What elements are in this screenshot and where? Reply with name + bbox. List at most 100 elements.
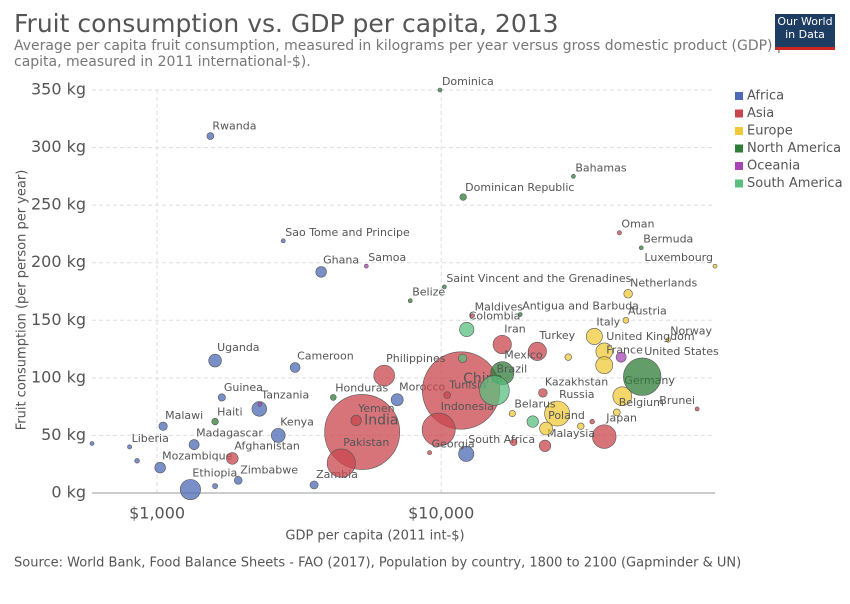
y-tick-label: 350 kg — [31, 80, 86, 99]
bubble — [492, 334, 512, 354]
bubble — [309, 480, 319, 490]
point-label: Zimbabwe — [240, 463, 298, 476]
x-tick-label: $10,000 — [408, 504, 474, 523]
point-label: Bahamas — [575, 161, 626, 174]
bubble — [158, 421, 168, 431]
chart-title: Fruit consumption vs. GDP per capita, 20… — [14, 9, 559, 38]
bubble — [251, 401, 267, 417]
point-label: Uganda — [217, 341, 259, 354]
point-label: Russia — [559, 388, 594, 401]
bubble — [623, 289, 633, 299]
legend-swatch — [735, 92, 743, 100]
point-label: Norway — [670, 325, 712, 338]
point-label: Bermuda — [643, 233, 693, 246]
bubble — [271, 428, 286, 443]
bubble — [212, 483, 218, 489]
legend-label: Europe — [747, 124, 793, 139]
bubble — [326, 448, 356, 478]
bubble — [364, 263, 369, 269]
point-label: Georgia — [432, 438, 475, 451]
point-label: Luxembourg — [644, 251, 713, 264]
logo-bar — [775, 47, 835, 50]
point-label: Belarus — [514, 397, 556, 410]
bubble — [443, 391, 451, 399]
logo: Our World in Data — [777, 15, 833, 41]
bubble — [526, 415, 539, 428]
bubble — [421, 412, 456, 447]
bubble — [206, 132, 215, 140]
point-label: Iran — [504, 322, 526, 335]
bubble — [585, 327, 603, 345]
bubble — [315, 266, 327, 278]
bubble — [280, 238, 286, 244]
bubble — [615, 351, 627, 363]
bubble — [89, 441, 95, 446]
bubble — [592, 424, 617, 449]
legend-swatch — [735, 127, 743, 135]
legend-label: Asia — [747, 106, 774, 121]
point-label: South Africa — [468, 433, 535, 446]
bubble — [458, 353, 468, 363]
y-tick-label: 0 kg — [51, 483, 86, 502]
bubble — [226, 452, 239, 465]
bubble — [470, 313, 475, 318]
point-label: Malawi — [165, 409, 203, 422]
bubble — [577, 422, 585, 430]
bubble — [508, 410, 516, 418]
bubble — [407, 298, 413, 304]
bubble — [208, 353, 222, 368]
bubble — [638, 245, 644, 251]
bubble — [179, 479, 201, 501]
bubble — [217, 393, 226, 402]
point-label: Haiti — [217, 405, 242, 418]
point-label: Madagascar — [196, 427, 263, 440]
bubble — [459, 321, 475, 337]
point-label: Rwanda — [212, 120, 256, 133]
bubble — [539, 421, 553, 436]
point-label: Austria — [628, 304, 667, 317]
legend-label: Africa — [747, 89, 784, 104]
bubble — [612, 386, 633, 407]
subtitle-box: Average per capita fruit consumption, me… — [14, 38, 801, 70]
point-label: Mozambique — [162, 449, 232, 462]
point-label: India — [364, 413, 398, 429]
bubble — [350, 414, 362, 427]
point-label: Indonesia — [441, 400, 494, 413]
legend-label: North America — [747, 141, 841, 156]
point-label: United Kingdom — [606, 330, 694, 343]
bubble — [617, 230, 622, 236]
point-label: Malaysia — [547, 427, 595, 440]
bubble — [134, 458, 140, 464]
point-label: Tanzania — [260, 389, 309, 402]
bubble — [233, 476, 243, 485]
chart-subtitle: Average per capita fruit consumption, me… — [14, 38, 801, 70]
point-label: Turkey — [538, 329, 575, 342]
point-label: Dominican Republic — [465, 181, 574, 194]
bubble — [458, 445, 475, 462]
point-label: Kazakhstan — [545, 375, 608, 388]
bubble — [427, 450, 432, 456]
legend-swatch — [735, 162, 743, 170]
point-label: Brunei — [659, 394, 695, 407]
point-label: Sao Tome and Principe — [285, 226, 410, 239]
point-label: Honduras — [335, 381, 388, 394]
bubble — [712, 263, 718, 269]
x-axis-title: GDP per capita (2011 int-$) — [285, 529, 464, 544]
legend-swatch — [735, 179, 743, 188]
bubble — [538, 439, 552, 452]
point-label: Belize — [412, 286, 445, 299]
point-label: Philippines — [386, 352, 446, 365]
point-label: Antigua and Barbuda — [522, 300, 639, 313]
bubble — [437, 87, 443, 93]
point-label: France — [606, 344, 643, 357]
point-label: Maldives — [475, 301, 524, 314]
bubble — [459, 193, 467, 201]
point-label: Afghanistan — [234, 440, 300, 453]
bubble — [589, 418, 595, 425]
point-label: Japan — [605, 412, 637, 425]
logo-holder: Our World in Data — [777, 15, 833, 41]
bubble — [390, 393, 404, 407]
bubble — [571, 174, 576, 179]
point-label: United States — [644, 345, 719, 358]
